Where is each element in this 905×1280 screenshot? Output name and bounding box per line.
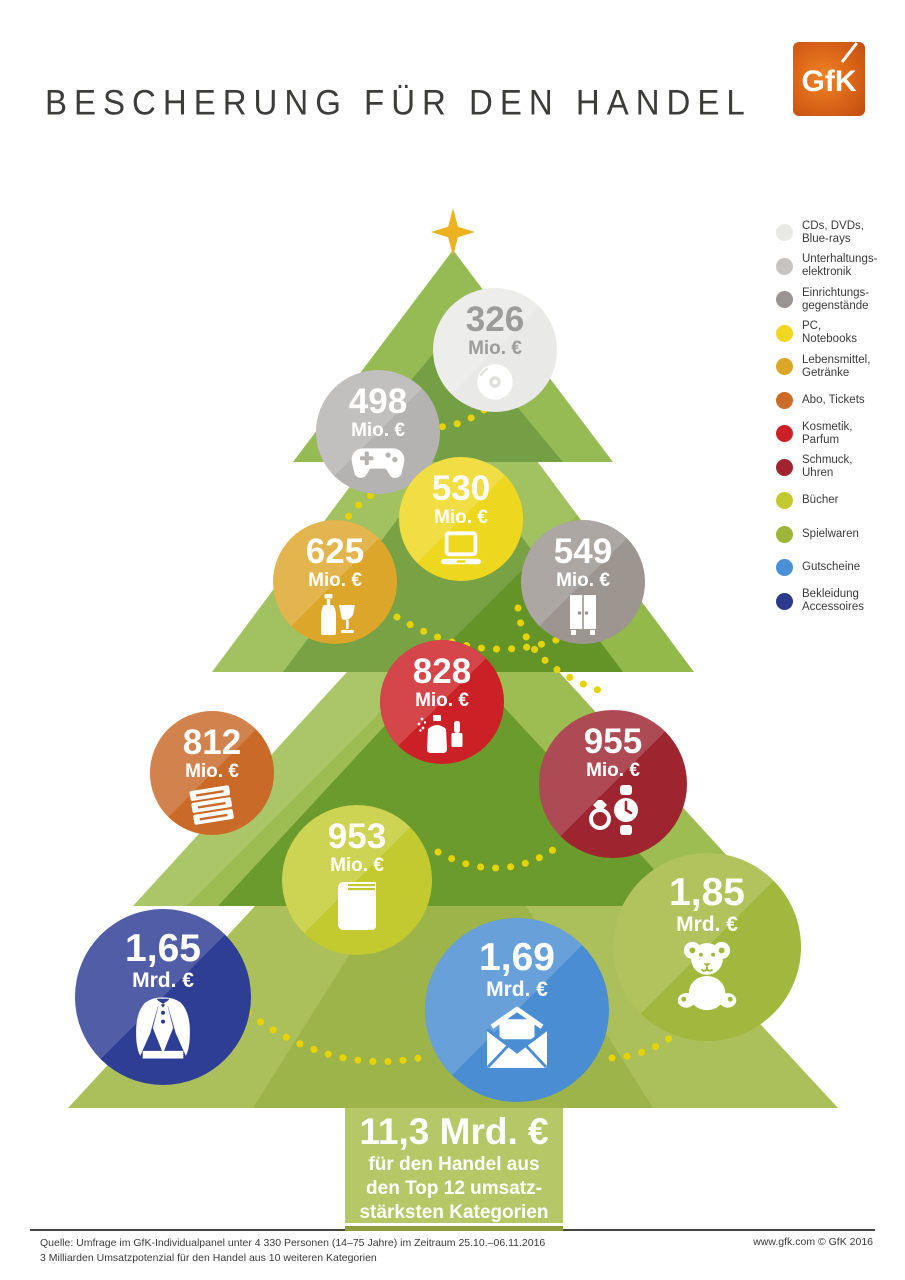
perfume-and-lipstick-icon (417, 715, 463, 753)
legend-item-bekleidung: Bekleidung Accessoires (776, 585, 902, 619)
total-line-3: stärksten Kategorien (359, 1202, 549, 1223)
wardrobe-icon (570, 595, 596, 635)
legend-dot (776, 559, 793, 577)
ornament-unit: Mio. € (556, 570, 610, 591)
tree-trunk: 11,3 Mrd. € für den Handel aus den Top 1… (345, 1105, 563, 1223)
ornament-value: 1,65 (125, 927, 201, 970)
ornament-value: 549 (553, 532, 613, 571)
ornament-value: 953 (327, 817, 387, 856)
ornament-unit: Mrd. € (132, 969, 194, 992)
footer-rule-accent (345, 1226, 563, 1231)
ornament-spielwaren: 1,85 Mrd. € (613, 853, 801, 1041)
total-line-2: den Top 12 umsatz- (366, 1178, 542, 1199)
ornament-unit: Mio. € (185, 761, 239, 782)
ornament-gutscheine: 1,69 Mrd. € (425, 918, 609, 1102)
ornament-value: 1,69 (479, 936, 555, 979)
book-icon (338, 882, 376, 930)
legend-dot (776, 525, 793, 543)
ornament-value: 955 (583, 722, 643, 761)
legend-dot (776, 458, 793, 476)
legend-item-unterhaltungselektronik: Unterhaltungs-elektronik (776, 250, 902, 284)
legend: CDs, DVDs, Blue-rays Unterhaltungs-elektr… (776, 216, 902, 618)
legend-item-spielwaren: Spielwaren (776, 518, 902, 552)
ornament-unit: Mrd. € (676, 913, 738, 936)
legend-item-kosmetik-parfum: Kosmetik, Parfum (776, 417, 902, 451)
ornament-value: 812 (182, 723, 242, 762)
legend-item-buecher: Bücher (776, 484, 902, 518)
laptop-icon (441, 531, 481, 565)
legend-dot (776, 492, 793, 510)
ornament-value: 1,85 (669, 871, 745, 914)
source-line-1: Quelle: Umfrage im GfK-Individualpanel u… (40, 1237, 546, 1249)
envelope-icon (486, 1006, 548, 1068)
ornament-unit: Mio. € (415, 690, 469, 711)
ornament-value: 530 (431, 469, 491, 508)
source-note: Quelle: Umfrage im GfK-Individualpanel u… (40, 1236, 545, 1266)
ornament-kosmetik-parfum: 828 Mio. € (380, 640, 504, 764)
ornament-einrichtungsgegenstaende: 549 Mio. € (521, 520, 645, 644)
ornament-value: 326 (465, 300, 525, 339)
page-title: BESCHERUNG FÜR DEN HANDEL (45, 82, 752, 122)
ornament-bekleidung: 1,65 Mrd. € (75, 909, 251, 1085)
legend-item-gutscheine: Gutscheine (776, 551, 902, 585)
copyright-note: www.gfk.com © GfK 2016 (753, 1236, 873, 1248)
legend-item-schmuck-uhren: Schmuck, Uhren (776, 451, 902, 485)
ornament-buecher: 953 Mio. € (282, 805, 432, 955)
ornament-unit: Mio. € (586, 760, 640, 781)
ornament-value: 625 (305, 532, 365, 571)
ornament-unit: Mio. € (468, 338, 522, 359)
ornament-pc-notebooks: 530 Mio. € (399, 457, 523, 581)
cd-icon (477, 364, 513, 400)
ornament-value: 828 (412, 652, 472, 691)
legend-dot (776, 391, 793, 409)
source-line-2: 3 Milliarden Umsatzpotenzial für den Han… (40, 1252, 377, 1264)
legend-dot (776, 257, 793, 275)
ornament-cds-dvds: 326 Mio. € (433, 288, 557, 412)
bottle-and-glass-icon (321, 594, 355, 635)
ornament-unit: Mio. € (434, 507, 488, 528)
legend-dot (776, 425, 793, 443)
ornament-unit: Mio. € (308, 570, 362, 591)
tree-star-icon (431, 208, 475, 256)
ornament-abo-tickets: 812 Mio. € (150, 711, 274, 835)
game-controller-icon (351, 448, 405, 478)
total-value: 11,3 Mrd. € (359, 1111, 549, 1152)
legend-dot (776, 291, 793, 309)
ornament-value: 498 (348, 382, 408, 421)
ornament-unit: Mrd. € (486, 978, 548, 1001)
legend-dot (776, 592, 793, 610)
legend-item-einrichtungsgegenstaende: Einrichtungs-gegenstände (776, 283, 902, 317)
logo-slash-icon (840, 42, 858, 63)
ring-and-watch-icon (589, 785, 638, 835)
teddy-bear-icon (677, 941, 737, 1011)
legend-item-cds-dvds: CDs, DVDs, Blue-rays (776, 216, 902, 250)
ornament-unit: Mio. € (330, 855, 384, 876)
legend-item-lebensmittel: Lebensmittel, Getränke (776, 350, 902, 384)
total-line-1: für den Handel aus (368, 1154, 540, 1175)
suit-icon (136, 997, 190, 1059)
legend-item-pc-notebooks: PC, Notebooks (776, 317, 902, 351)
legend-dot (776, 324, 793, 342)
gfk-logo: GfK (793, 42, 865, 116)
ornament-unterhaltungselektronik: 498 Mio. € (316, 370, 440, 494)
legend-dot (776, 224, 793, 242)
legend-item-abo-tickets: Abo, Tickets (776, 384, 902, 418)
legend-dot (776, 358, 793, 376)
logo-text: GfK (801, 65, 857, 98)
ornament-unit: Mio. € (351, 420, 405, 441)
ornament-schmuck-uhren: 955 Mio. € (539, 710, 687, 858)
tickets-icon (189, 785, 234, 825)
ornament-lebensmittel-getraenke: 625 Mio. € (273, 520, 397, 644)
